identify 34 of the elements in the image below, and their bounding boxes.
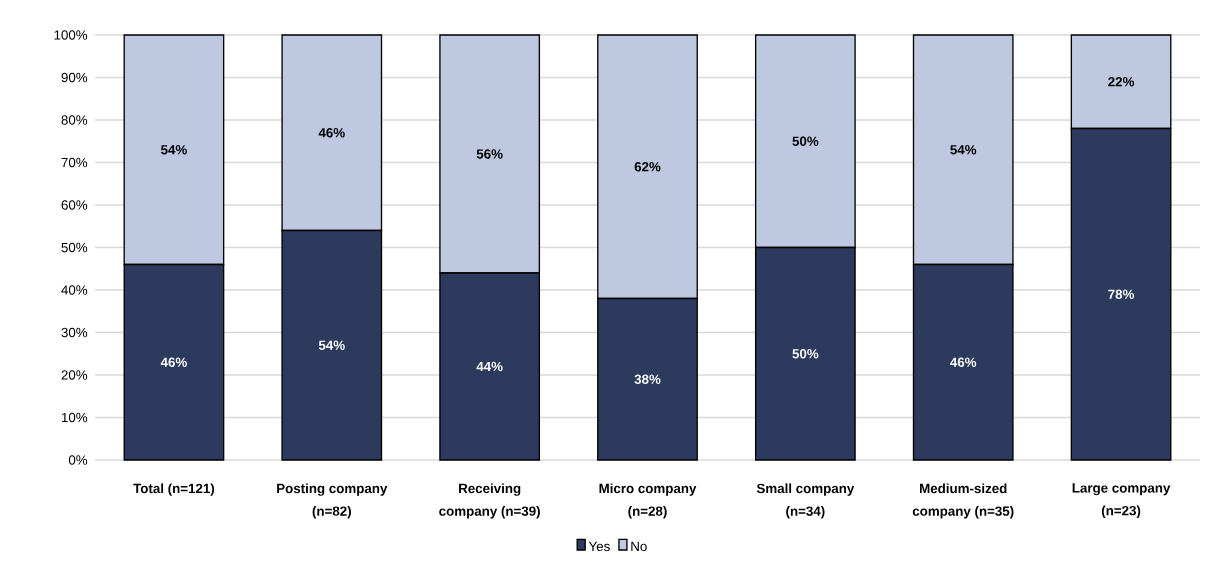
y-tick-label: 20% [61,370,88,380]
x-tick-label: Small company (n=34) [756,483,855,519]
x-tick-label: Posting company (n=82) [277,483,388,519]
data-label: 54% [161,145,187,155]
y-tick-label: 70% [61,157,88,168]
y-tick-label: 30% [61,327,88,338]
x-tick-label: Total (n=121) [133,483,215,496]
legend-label: No [631,541,647,552]
data-label: 56% [476,149,503,159]
y-tick-label: 0% [68,455,88,465]
data-label: 54% [950,145,977,155]
data-label: 50% [792,136,819,146]
legend-label: Yes [588,541,610,552]
x-tick-label: Micro company (n=28) [599,483,697,519]
y-tick-label: 40% [61,285,88,295]
y-tick-label: 80% [61,115,88,125]
data-label: 38% [634,374,661,384]
x-tick-label: Large company (n=23) [1072,483,1171,518]
data-label: 54% [318,340,345,350]
data-label: 22% [1108,77,1135,87]
data-label: 46% [160,357,187,367]
x-tick-label: Receiving company (n=39) [439,483,540,519]
y-tick-label: 10% [61,412,88,423]
y-tick-label: 90% [61,72,88,83]
y-tick-label: 60% [61,200,88,210]
data-label: 46% [950,357,977,367]
y-tick-label: 100% [54,30,88,40]
data-label: 44% [476,361,503,372]
data-label: 46% [318,128,345,138]
data-label: 62% [634,162,661,172]
data-label: 50% [792,349,819,359]
x-tick-label: Medium-sized company (n=35) [912,483,1014,519]
y-tick-label: 50% [61,242,88,253]
data-label: 78% [1108,289,1135,299]
